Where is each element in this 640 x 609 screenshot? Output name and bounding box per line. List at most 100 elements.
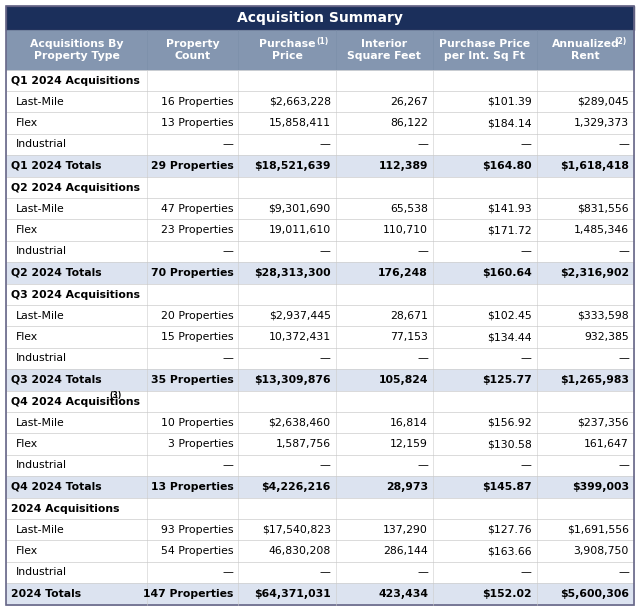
Bar bbox=[6, 561, 634, 583]
Bar bbox=[537, 30, 634, 70]
Text: $289,045: $289,045 bbox=[577, 97, 629, 107]
Text: —: — bbox=[417, 567, 428, 577]
Text: Industrial: Industrial bbox=[16, 139, 67, 149]
Text: —: — bbox=[223, 246, 234, 256]
Text: $399,003: $399,003 bbox=[572, 482, 629, 492]
Text: —: — bbox=[618, 567, 629, 577]
Bar bbox=[6, 133, 634, 155]
Text: 29 Properties: 29 Properties bbox=[150, 161, 234, 171]
Text: 286,144: 286,144 bbox=[383, 546, 428, 556]
Bar bbox=[6, 262, 634, 284]
Bar bbox=[6, 30, 147, 70]
Text: 23 Properties: 23 Properties bbox=[161, 225, 234, 235]
Text: —: — bbox=[521, 139, 532, 149]
Text: Purchase Price
per Int. Sq Ft: Purchase Price per Int. Sq Ft bbox=[439, 39, 531, 61]
Text: Q1 2024 Acquisitions: Q1 2024 Acquisitions bbox=[11, 76, 140, 86]
Text: 12,159: 12,159 bbox=[390, 439, 428, 449]
Text: Flex: Flex bbox=[16, 439, 38, 449]
Bar bbox=[6, 155, 634, 177]
Text: 161,647: 161,647 bbox=[584, 439, 629, 449]
Bar bbox=[6, 284, 634, 305]
Text: $28,313,300: $28,313,300 bbox=[254, 268, 331, 278]
Text: 46,830,208: 46,830,208 bbox=[268, 546, 331, 556]
Text: $831,556: $831,556 bbox=[577, 204, 629, 214]
Text: $184.14: $184.14 bbox=[487, 118, 532, 128]
Text: $141.93: $141.93 bbox=[487, 204, 532, 214]
Bar bbox=[147, 30, 238, 70]
Text: —: — bbox=[223, 567, 234, 577]
Bar bbox=[6, 198, 634, 219]
Text: Industrial: Industrial bbox=[16, 246, 67, 256]
Bar bbox=[238, 30, 336, 70]
Bar bbox=[6, 583, 634, 605]
Text: —: — bbox=[417, 353, 428, 363]
Bar bbox=[6, 434, 634, 455]
Text: Q4 2024 Acquisitions: Q4 2024 Acquisitions bbox=[11, 396, 140, 407]
Text: $1,265,983: $1,265,983 bbox=[560, 375, 629, 385]
Text: 2024 Acquisitions: 2024 Acquisitions bbox=[11, 504, 120, 513]
Text: —: — bbox=[521, 460, 532, 470]
Text: 1,587,756: 1,587,756 bbox=[276, 439, 331, 449]
Text: $1,618,418: $1,618,418 bbox=[560, 161, 629, 171]
Text: Q1 2024 Totals: Q1 2024 Totals bbox=[11, 161, 102, 171]
Text: $145.87: $145.87 bbox=[482, 482, 532, 492]
Text: $127.76: $127.76 bbox=[487, 525, 532, 535]
Text: Last-Mile: Last-Mile bbox=[16, 525, 65, 535]
Bar bbox=[433, 30, 537, 70]
Text: —: — bbox=[618, 139, 629, 149]
Text: $102.45: $102.45 bbox=[487, 311, 532, 321]
Text: $2,638,460: $2,638,460 bbox=[269, 418, 331, 428]
Bar bbox=[6, 241, 634, 262]
Text: $5,600,306: $5,600,306 bbox=[560, 589, 629, 599]
Text: $64,371,031: $64,371,031 bbox=[254, 589, 331, 599]
Text: Last-Mile: Last-Mile bbox=[16, 311, 65, 321]
Text: $17,540,823: $17,540,823 bbox=[262, 525, 331, 535]
Text: Flex: Flex bbox=[16, 546, 38, 556]
Text: 13 Properties: 13 Properties bbox=[161, 118, 234, 128]
Text: $2,316,902: $2,316,902 bbox=[560, 268, 629, 278]
Text: Q2 2024 Totals: Q2 2024 Totals bbox=[11, 268, 102, 278]
Bar bbox=[6, 326, 634, 348]
Text: $237,356: $237,356 bbox=[577, 418, 629, 428]
Text: Industrial: Industrial bbox=[16, 460, 67, 470]
Text: 15,858,411: 15,858,411 bbox=[269, 118, 331, 128]
Text: $164.80: $164.80 bbox=[482, 161, 532, 171]
Bar bbox=[6, 348, 634, 369]
Text: Purchase
Price: Purchase Price bbox=[259, 39, 316, 61]
Text: Industrial: Industrial bbox=[16, 353, 67, 363]
Text: $1,691,556: $1,691,556 bbox=[567, 525, 629, 535]
Text: 15 Properties: 15 Properties bbox=[161, 332, 234, 342]
Text: 77,153: 77,153 bbox=[390, 332, 428, 342]
Text: Q3 2024 Acquisitions: Q3 2024 Acquisitions bbox=[11, 290, 140, 300]
Text: —: — bbox=[320, 353, 331, 363]
Bar bbox=[6, 498, 634, 519]
Text: Flex: Flex bbox=[16, 225, 38, 235]
Text: —: — bbox=[223, 139, 234, 149]
Text: 932,385: 932,385 bbox=[584, 332, 629, 342]
Text: 1,485,346: 1,485,346 bbox=[574, 225, 629, 235]
Text: $2,937,445: $2,937,445 bbox=[269, 311, 331, 321]
Text: 35 Properties: 35 Properties bbox=[150, 375, 234, 385]
Text: $9,301,690: $9,301,690 bbox=[268, 204, 331, 214]
Text: —: — bbox=[618, 460, 629, 470]
Text: $163.66: $163.66 bbox=[487, 546, 532, 556]
Bar bbox=[6, 177, 634, 198]
Text: Industrial: Industrial bbox=[16, 567, 67, 577]
Text: $152.02: $152.02 bbox=[482, 589, 532, 599]
Text: 26,267: 26,267 bbox=[390, 97, 428, 107]
Bar bbox=[336, 30, 433, 70]
Bar bbox=[6, 391, 634, 412]
Text: 137,290: 137,290 bbox=[383, 525, 428, 535]
Text: 112,389: 112,389 bbox=[378, 161, 428, 171]
Text: —: — bbox=[417, 460, 428, 470]
Text: Annualized
Rent: Annualized Rent bbox=[552, 39, 620, 61]
Bar bbox=[6, 476, 634, 498]
Text: 10,372,431: 10,372,431 bbox=[269, 332, 331, 342]
Text: (1): (1) bbox=[316, 37, 328, 46]
Text: $2,663,228: $2,663,228 bbox=[269, 97, 331, 107]
Text: 147 Properties: 147 Properties bbox=[143, 589, 234, 599]
Text: 19,011,610: 19,011,610 bbox=[268, 225, 331, 235]
Text: 3,908,750: 3,908,750 bbox=[573, 546, 629, 556]
Text: Flex: Flex bbox=[16, 118, 38, 128]
Text: Property
Count: Property Count bbox=[166, 39, 220, 61]
